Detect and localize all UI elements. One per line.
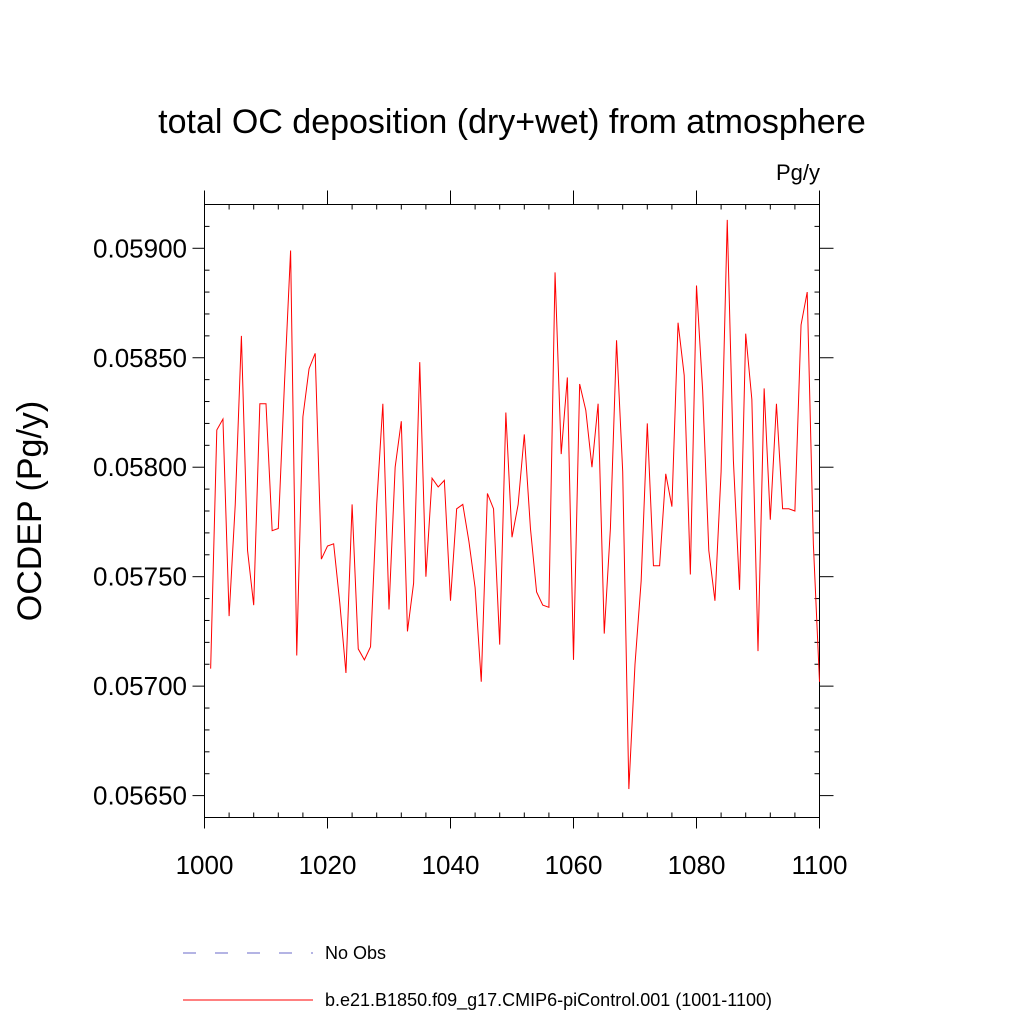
x-tick-label: 1060 — [545, 850, 603, 880]
x-tick-label: 1100 — [792, 850, 848, 880]
x-axis-ticks: 1000 1020 1040 1060 1080 1100 — [176, 190, 848, 880]
y-tick-label: 0.05700 — [93, 671, 187, 701]
plot-frame — [204, 204, 820, 818]
x-tick-label: 1080 — [668, 850, 726, 880]
x-tick-label: 1000 — [176, 850, 234, 880]
series-line-1 — [210, 219, 820, 790]
y-tick-label: 0.05900 — [93, 233, 187, 263]
legend-label-no-obs: No Obs — [325, 943, 386, 963]
units-label: Pg/y — [776, 160, 820, 185]
series-layer — [210, 219, 820, 790]
legend: No Obs b.e21.B1850.f09_g17.CMIP6-piContr… — [183, 943, 772, 1011]
y-tick-label: 0.05850 — [93, 343, 187, 373]
y-tick-label: 0.05750 — [93, 562, 187, 592]
x-tick-label: 1040 — [422, 850, 480, 880]
chart-title: total OC deposition (dry+wet) from atmos… — [158, 103, 866, 141]
y-axis-label: OCDEP (Pg/y) — [11, 401, 49, 621]
y-tick-label: 0.05800 — [93, 452, 187, 482]
legend-label-control: b.e21.B1850.f09_g17.CMIP6-piControl.001 … — [325, 990, 772, 1011]
x-tick-label: 1020 — [299, 850, 357, 880]
y-tick-label: 0.05650 — [93, 781, 187, 811]
y-axis-ticks: 0.05650 0.05700 0.05750 0.05800 0.05850 0.059… — [93, 204, 834, 818]
